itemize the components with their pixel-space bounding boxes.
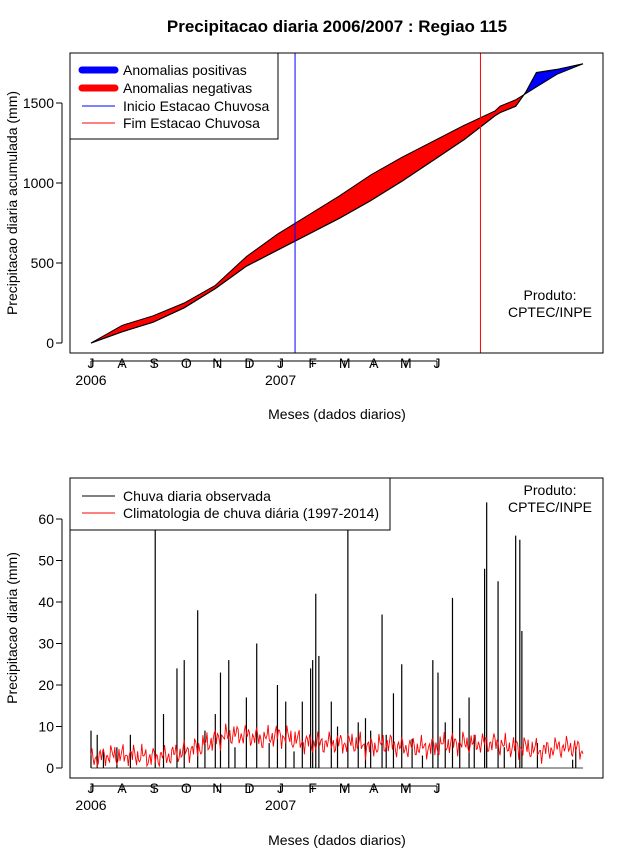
legend: Chuva diaria observada Climatologia de c…: [69, 477, 391, 531]
x-tick-label: J: [277, 780, 284, 796]
y-tick-label: 20: [38, 677, 54, 693]
legend-label-observed: Chuva diaria observada: [123, 488, 271, 504]
series-line-layer: [90, 63, 584, 344]
x-axis-title: Meses (dados diarios): [268, 406, 406, 422]
legend-label-rain-end: Fim Estacao Chuvosa: [123, 115, 260, 131]
y-tick-label: 0: [46, 760, 54, 776]
x-tick-label: O: [181, 780, 192, 796]
x-tick-label: J: [277, 355, 284, 371]
legend-box: [69, 477, 391, 531]
y-tick-label: 1000: [23, 175, 54, 191]
y-tick-label: 10: [38, 719, 54, 735]
product-label-line1: Produto:: [524, 287, 577, 303]
x-tick-label: S: [150, 355, 159, 371]
x-tick-label: J: [88, 780, 95, 796]
x-tick-label: N: [212, 355, 222, 371]
product-label-line2: CPTEC/INPE: [508, 304, 592, 320]
legend: Anomalias positivas Anomalias negativas …: [69, 52, 279, 140]
x-axis-title: Meses (dados diarios): [268, 832, 406, 848]
x-tick-label: M: [400, 355, 412, 371]
x-tick-label: N: [212, 780, 222, 796]
product-label-line2: CPTEC/INPE: [508, 499, 592, 515]
y-tick-label: 1500: [23, 95, 54, 111]
legend-label-negative: Anomalias negativas: [123, 80, 252, 96]
legend-label-positive: Anomalias positivas: [123, 62, 247, 78]
legend-label-rain-start: Inicio Estacao Chuvosa: [123, 98, 270, 114]
year-label: 2007: [265, 797, 296, 813]
legend-label-climatology: Climatologia de chuva diária (1997-2014): [123, 505, 379, 521]
x-tick-label: S: [150, 780, 159, 796]
year-label: 2006: [75, 797, 106, 813]
x-tick-label: M: [400, 780, 412, 796]
x-tick-label: M: [339, 780, 351, 796]
climatology-line-layer: [90, 723, 584, 768]
x-tick-label: F: [308, 355, 317, 371]
x-tick-label: M: [339, 355, 351, 371]
y-axis-title: Precipitacao diaria (mm): [4, 552, 20, 704]
y-tick-label: 0: [46, 335, 54, 351]
chart-title: Precipitacao diaria 2006/2007 : Regiao 1…: [167, 17, 507, 36]
observed-cumulative-line: [90, 63, 584, 344]
y-tick-label: 40: [38, 594, 54, 610]
x-tick-label: J: [433, 780, 440, 796]
x-tick-label: F: [308, 780, 317, 796]
y-tick-label: 60: [38, 511, 54, 527]
y-tick-label: 50: [38, 553, 54, 569]
year-label: 2006: [75, 372, 106, 388]
x-tick-label: A: [369, 355, 379, 371]
x-tick-label: J: [88, 355, 95, 371]
x-tick-label: J: [433, 355, 440, 371]
plot-frame: [69, 52, 604, 354]
rain-season-markers: [294, 53, 481, 353]
x-tick-label: A: [117, 780, 127, 796]
y-axis: 0 500 1000 1500: [23, 95, 63, 351]
x-tick-label: D: [244, 780, 254, 796]
y-axis: 0 10 20 30 40 50 60: [38, 511, 63, 776]
product-label-line1: Produto:: [524, 482, 577, 498]
y-tick-label: 30: [38, 636, 54, 652]
x-tick-label: O: [181, 355, 192, 371]
y-tick-label: 500: [31, 255, 55, 271]
x-tick-label: D: [244, 355, 254, 371]
y-axis-title: Precipitacao diaria acumulada (mm): [4, 91, 20, 315]
observed-bars-layer: [90, 502, 583, 769]
x-tick-label: A: [369, 780, 379, 796]
x-tick-label: A: [117, 355, 127, 371]
climatology-daily-line: [90, 723, 584, 768]
year-label: 2007: [265, 372, 296, 388]
